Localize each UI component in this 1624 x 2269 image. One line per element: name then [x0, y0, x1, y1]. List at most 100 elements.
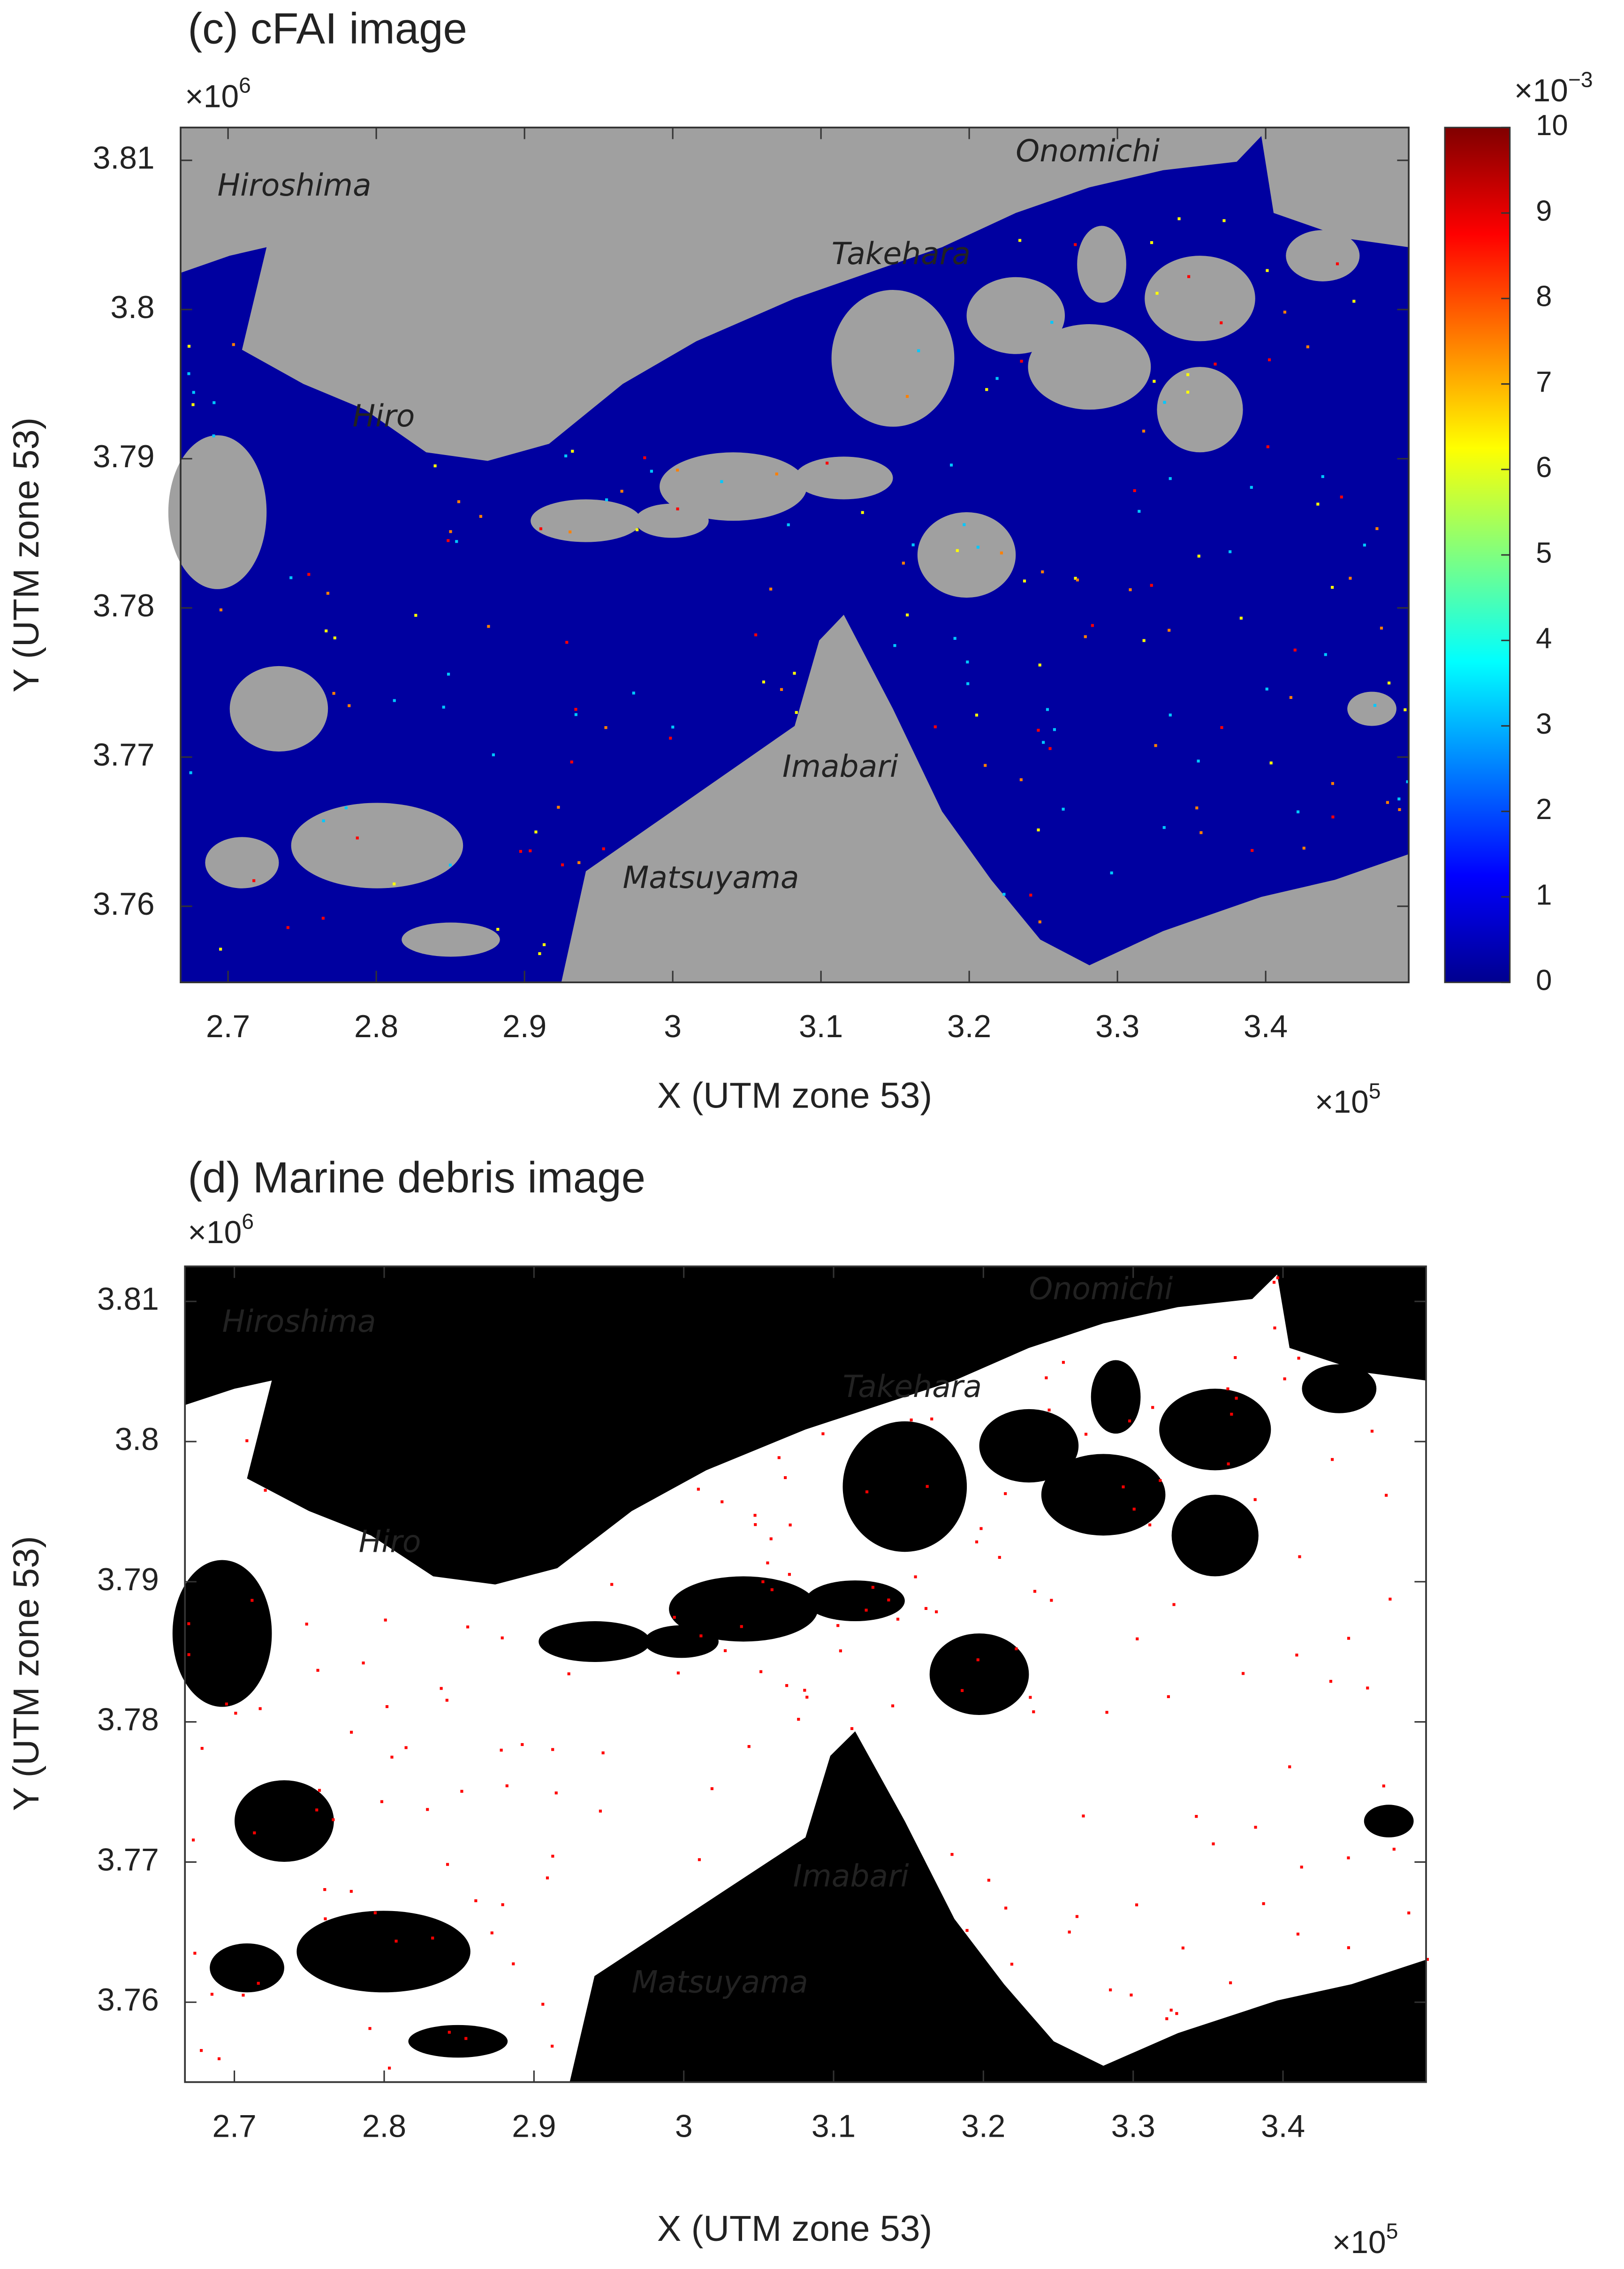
- debris-pixel: [803, 1689, 806, 1692]
- debris-pixel: [891, 1704, 895, 1707]
- island: [172, 1560, 272, 1707]
- debris-pixel: [785, 1684, 789, 1687]
- debris-pixel: [1084, 1433, 1088, 1436]
- debris-pixel: [1336, 262, 1339, 266]
- place-name: Imabari: [782, 749, 898, 784]
- debris-pixel: [187, 345, 191, 348]
- debris-pixel: [446, 1863, 449, 1866]
- debris-pixel: [1004, 1906, 1008, 1910]
- debris-pixel: [393, 699, 396, 702]
- debris-pixel: [1074, 577, 1077, 580]
- debris-pixel: [557, 805, 560, 809]
- debris-pixel: [551, 1748, 554, 1751]
- y-axis-label: Y (UTM zone 53): [6, 1536, 46, 1811]
- debris-pixel: [385, 1705, 389, 1708]
- debris-pixel: [1109, 1988, 1112, 1992]
- island: [1286, 230, 1360, 281]
- island: [1091, 1360, 1141, 1434]
- debris-pixel: [632, 691, 635, 695]
- debris-pixel: [264, 1488, 267, 1492]
- debris-pixel: [567, 1672, 570, 1676]
- debris-pixel: [466, 1625, 470, 1629]
- debris-pixel: [601, 1751, 605, 1754]
- debris-pixel: [676, 507, 679, 510]
- debris-pixel: [325, 629, 328, 633]
- place-name: Onomichi: [1029, 1271, 1173, 1306]
- debris-pixel: [930, 1417, 933, 1421]
- debris-pixel: [976, 546, 979, 549]
- debris-pixel: [245, 1439, 249, 1442]
- debris-pixel: [199, 2049, 203, 2052]
- debris-pixel: [966, 682, 970, 685]
- island: [1145, 256, 1255, 341]
- island: [531, 499, 641, 542]
- debris-pixel: [1023, 579, 1026, 583]
- x-tick-label: 2.7: [212, 2109, 257, 2144]
- debris-pixel: [1229, 1981, 1232, 1985]
- y-tick-label: 3.79: [97, 1562, 159, 1597]
- y-tick-label: 3.77: [97, 1842, 159, 1877]
- debris-pixel: [998, 1556, 1001, 1559]
- debris-pixel: [821, 1432, 825, 1435]
- debris-pixel: [219, 948, 222, 951]
- debris-pixel: [975, 713, 979, 717]
- debris-pixel: [761, 1580, 765, 1584]
- debris-pixel: [1229, 550, 1232, 554]
- debris-pixel: [698, 1858, 701, 1861]
- debris-pixel: [1230, 1412, 1233, 1416]
- y-axis-label: Y (UTM zone 53): [6, 417, 46, 692]
- debris-pixel: [541, 2003, 545, 2006]
- debris-pixel: [893, 644, 896, 647]
- debris-pixel: [1382, 1784, 1385, 1788]
- debris-pixel: [1373, 704, 1377, 707]
- debris-pixel: [1235, 1396, 1238, 1400]
- island: [979, 1409, 1079, 1483]
- debris-pixel: [1142, 639, 1146, 642]
- y-tick-label: 3.78: [97, 1702, 159, 1738]
- debris-pixel: [464, 2037, 468, 2040]
- debris-pixel: [1046, 708, 1049, 711]
- debris-pixel: [1076, 578, 1079, 582]
- debris-pixel: [759, 1670, 763, 1673]
- debris-pixel: [949, 463, 953, 467]
- debris-pixel: [770, 1588, 774, 1592]
- debris-pixel: [1047, 1408, 1051, 1411]
- island: [669, 1576, 818, 1642]
- island: [1302, 1364, 1377, 1413]
- debris-pixel: [1340, 495, 1343, 499]
- debris-pixel: [333, 636, 336, 639]
- debris-pixel: [1122, 1485, 1125, 1488]
- debris-pixel: [225, 1702, 228, 1706]
- debris-pixel: [599, 1809, 602, 1813]
- debris-pixel: [1074, 243, 1077, 246]
- place-name: Hiroshima: [218, 168, 372, 203]
- debris-pixel: [332, 1818, 335, 1821]
- x-tick-label: 2.9: [512, 2109, 556, 2144]
- debris-pixel: [1234, 1356, 1237, 1359]
- debris-pixel: [1250, 486, 1253, 489]
- island: [1171, 1495, 1259, 1577]
- multiplier-exponent: 5: [1386, 2219, 1398, 2243]
- debris-pixel: [322, 819, 325, 822]
- debris-pixel: [1386, 801, 1389, 804]
- colorbar-tick-label: 8: [1536, 281, 1552, 313]
- debris-pixel: [1042, 741, 1045, 744]
- debris-pixel: [448, 2031, 451, 2034]
- debris-pixel: [193, 1951, 197, 1955]
- debris-pixel: [979, 1527, 983, 1530]
- debris-pixel: [1020, 359, 1023, 363]
- place-name: Hiro: [353, 399, 415, 434]
- panel-title: (c) cFAI image: [188, 4, 467, 53]
- debris-pixel: [551, 2044, 554, 2048]
- debris-pixel: [1347, 1637, 1351, 1640]
- debris-pixel: [1162, 826, 1166, 829]
- debris-pixel: [344, 806, 348, 810]
- debris-pixel: [505, 1784, 508, 1788]
- debris-pixel: [620, 490, 623, 493]
- island: [539, 1621, 651, 1662]
- debris-pixel: [234, 1712, 237, 1715]
- x-tick-label: 3.2: [961, 2109, 1005, 2144]
- debris-pixel: [1172, 1603, 1176, 1606]
- island: [660, 452, 807, 521]
- colorbar-tick-label: 1: [1536, 879, 1552, 911]
